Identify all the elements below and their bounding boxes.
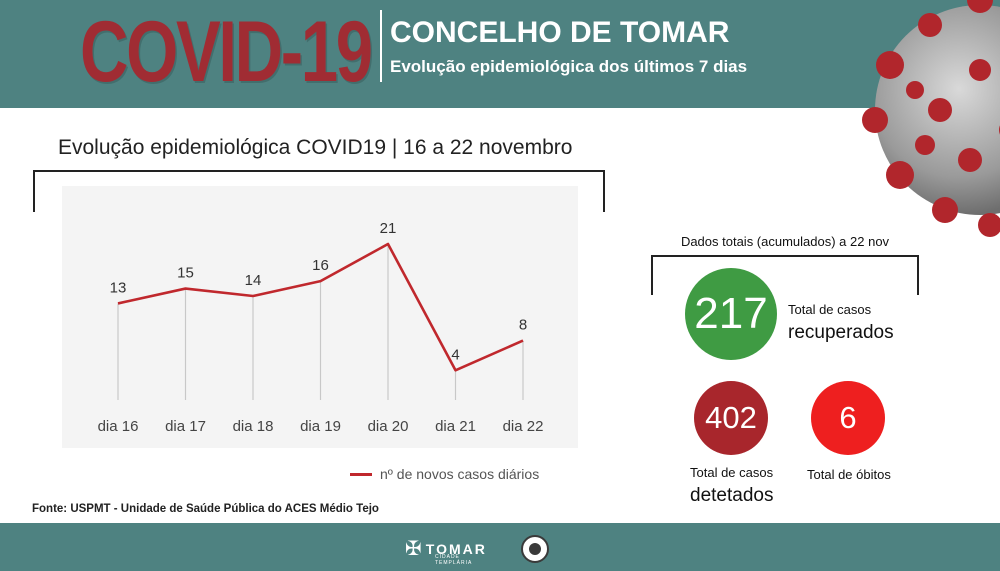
recovered-label-big: recuperados	[788, 322, 894, 343]
data-label: 13	[110, 279, 127, 296]
header-band	[0, 0, 1000, 108]
chart-legend: nº de novos casos diários	[350, 466, 539, 482]
recovered-circle: 217	[685, 268, 777, 360]
footer-band	[0, 523, 1000, 571]
tomar-logo: ✠ TOMAR CIDADE TEMPLÁRIA	[405, 536, 487, 566]
chart-drop-lines	[117, 244, 524, 400]
detected-label-big: detetados	[690, 485, 774, 506]
totals-title: Dados totais (acumulados) a 22 nov	[680, 234, 890, 249]
header-heading: CONCELHO DE TOMAR	[390, 16, 730, 49]
data-label: 4	[451, 346, 459, 363]
detected-label-small: Total de casos	[690, 465, 774, 480]
covid-title: COVID-19	[80, 4, 373, 100]
tomar-logo-tagline: CIDADE TEMPLÁRIA	[435, 554, 473, 566]
data-label: 15	[177, 265, 194, 282]
legend-swatch	[350, 472, 372, 476]
chart-x-ticks: dia 16 dia 17 dia 18 dia 19 dia 20 dia 21 dia …	[98, 418, 544, 435]
templar-cross-icon: ✠	[405, 538, 422, 560]
deaths-circle: 6	[811, 381, 885, 455]
civil-protection-logo-icon	[521, 535, 549, 563]
coronavirus-icon	[862, 0, 1000, 237]
x-tick-label: dia 16	[98, 418, 139, 435]
civil-protection-logo-inner	[529, 543, 541, 555]
x-tick-label: dia 20	[368, 418, 409, 435]
recovered-label-small: Total de casos	[788, 302, 872, 317]
source-note: Fonte: USPMT - Unidade de Saúde Pública …	[32, 503, 379, 515]
x-tick-label: dia 21	[435, 418, 476, 435]
data-label: 14	[245, 272, 262, 289]
header-divider	[380, 10, 382, 82]
chart-title-bracket	[33, 170, 605, 212]
data-label: 21	[380, 220, 397, 237]
detected-circle: 402	[694, 381, 768, 455]
deaths-label: Total de óbitos	[807, 467, 891, 482]
header-subheading: Evolução epidemiológica dos últimos 7 di…	[390, 57, 748, 76]
chart-data-labels: 13 15 14 16 21 4 8	[110, 220, 528, 363]
totals-bracket	[651, 255, 919, 295]
legend-label: nº de novos casos diários	[380, 466, 540, 482]
x-tick-label: dia 18	[233, 418, 274, 435]
x-tick-label: dia 17	[165, 418, 206, 435]
data-label: 8	[519, 317, 527, 334]
chart-title: Evolução epidemiológica COVID19 | 16 a 2…	[58, 136, 573, 159]
x-tick-label: dia 22	[503, 418, 544, 435]
data-label: 16	[312, 257, 329, 274]
series-line	[117, 242, 524, 372]
x-tick-label: dia 19	[300, 418, 341, 435]
tomar-logo-name: TOMAR	[425, 540, 487, 557]
